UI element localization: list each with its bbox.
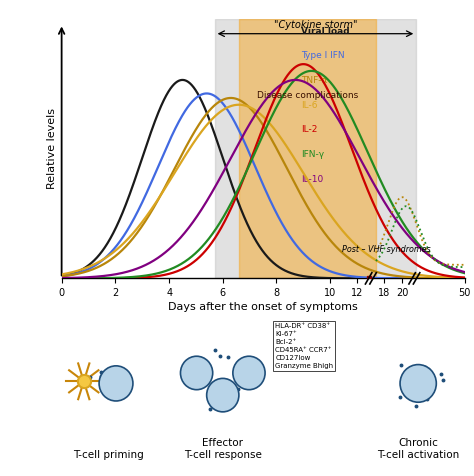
Text: IL-10: IL-10 (301, 175, 324, 184)
Text: Type I IFN: Type I IFN (301, 51, 345, 60)
Text: Viral load: Viral load (301, 27, 350, 36)
Text: Post – VHF syndromes: Post – VHF syndromes (342, 245, 430, 254)
Text: Chronic
T-cell activation: Chronic T-cell activation (377, 438, 459, 459)
Circle shape (400, 365, 436, 402)
Circle shape (181, 356, 213, 390)
Bar (239, 19, 376, 278)
Text: TNF-α: TNF-α (301, 76, 328, 85)
Text: Disease complications: Disease complications (257, 91, 358, 100)
Circle shape (99, 366, 133, 401)
Circle shape (233, 356, 265, 390)
Text: "Cytokine storm": "Cytokine storm" (273, 20, 357, 30)
Text: T-cell priming: T-cell priming (73, 449, 143, 459)
Text: IFN-γ: IFN-γ (301, 150, 325, 159)
Bar (215, 19, 416, 278)
Circle shape (207, 378, 239, 412)
Y-axis label: Relative levels: Relative levels (47, 108, 57, 189)
X-axis label: Days after the onset of symptoms: Days after the onset of symptoms (168, 302, 358, 312)
Text: IL-6: IL-6 (301, 101, 318, 110)
Text: IL-2: IL-2 (301, 125, 318, 134)
Text: HLA-DR⁺ CD38⁺
Ki-67⁺
Bcl-2⁺
CD45RA⁺ CCR7⁺
CD127low
Granzyme Bhigh: HLA-DR⁺ CD38⁺ Ki-67⁺ Bcl-2⁺ CD45RA⁺ CCR7… (275, 323, 333, 369)
Text: Effector
T-cell response: Effector T-cell response (184, 438, 262, 459)
